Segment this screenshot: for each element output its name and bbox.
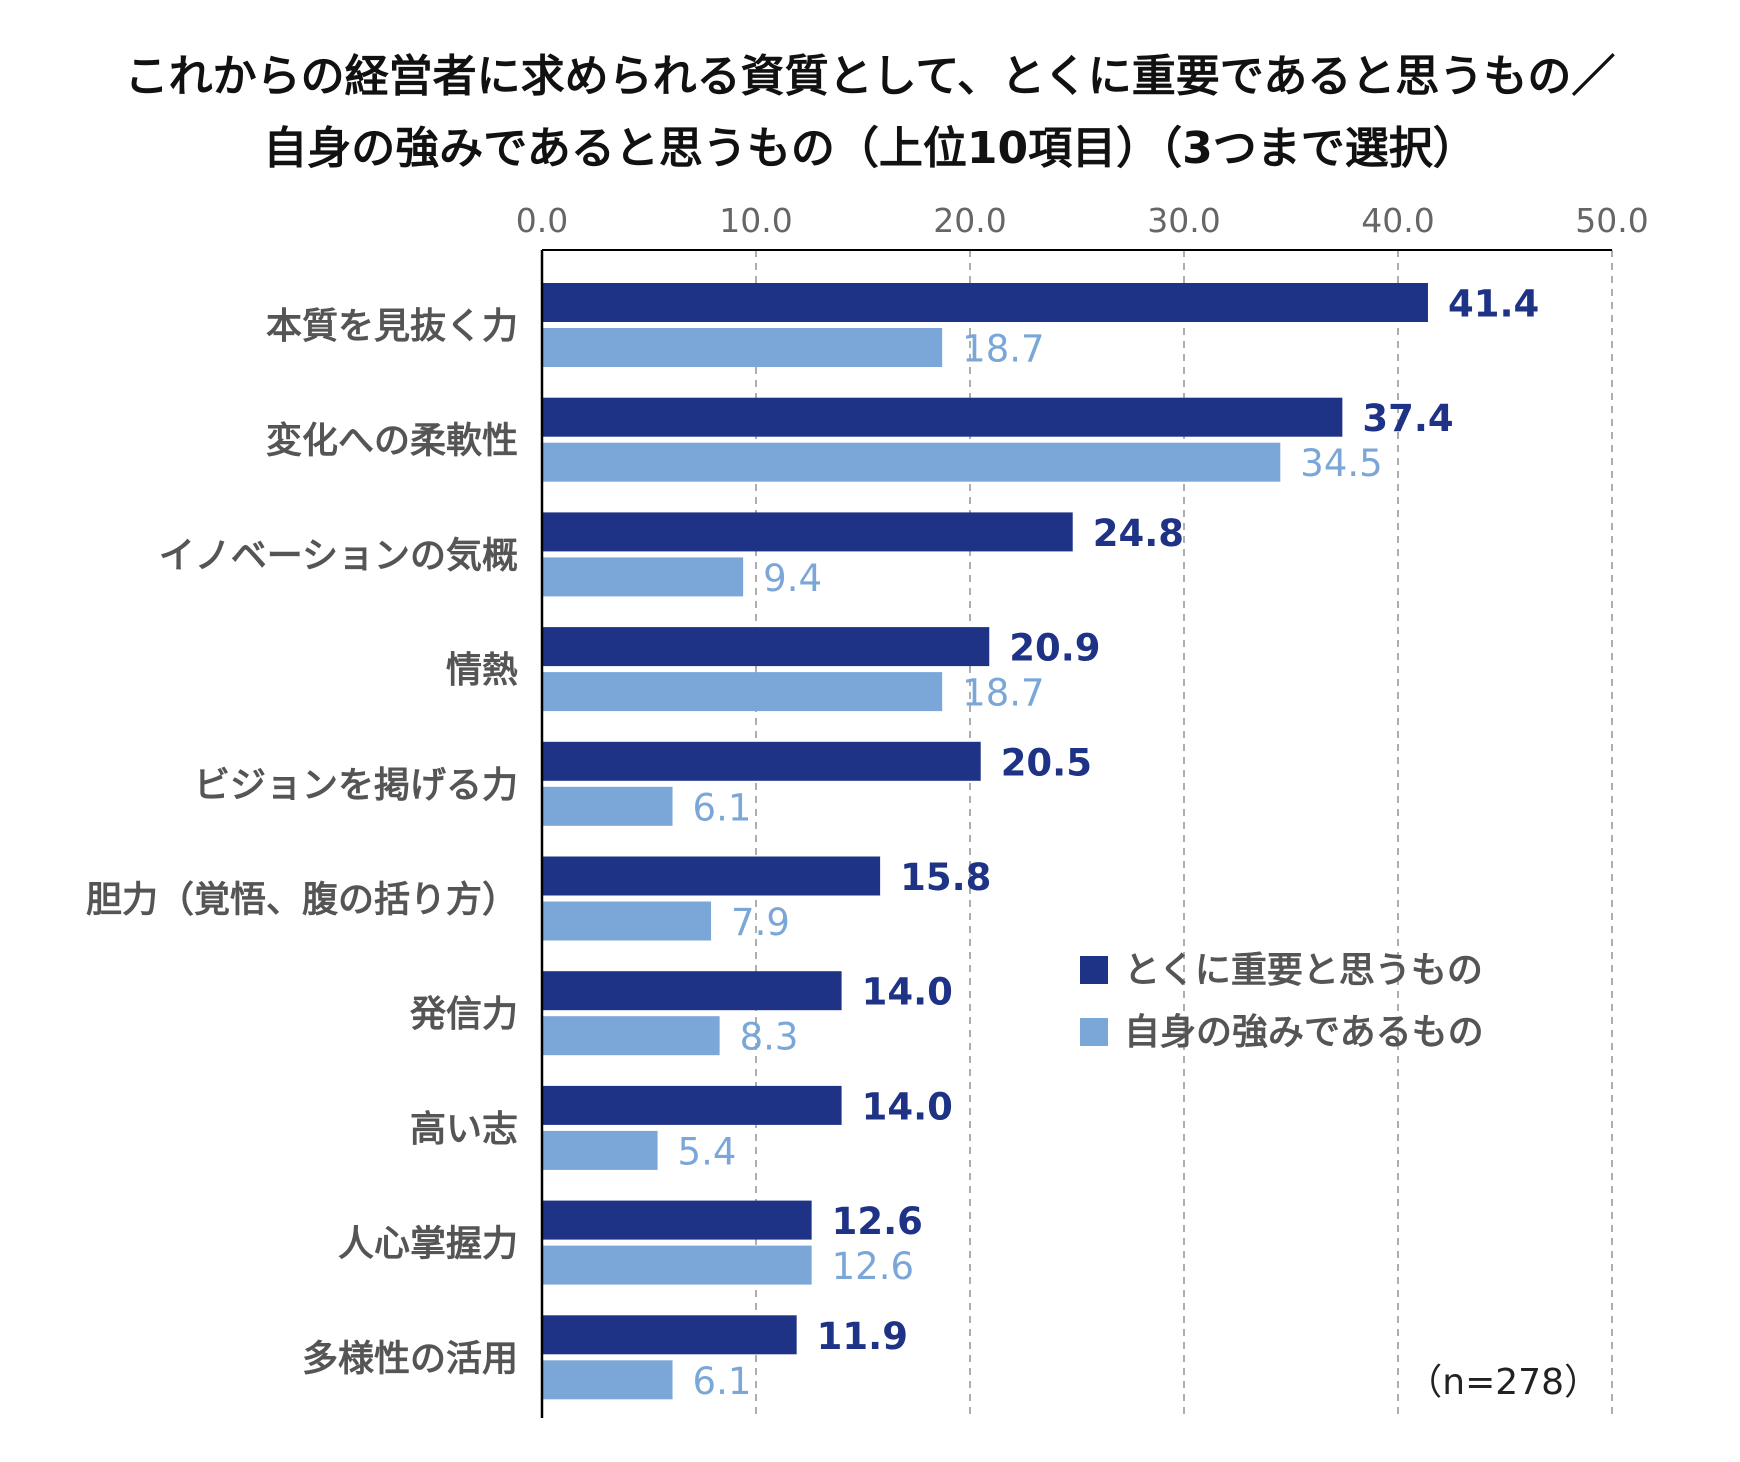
bar-series-1 bbox=[542, 397, 1343, 437]
bar-series-2 bbox=[542, 1360, 673, 1400]
x-tick-label: 50.0 bbox=[1575, 201, 1648, 240]
data-label-series-1: 37.4 bbox=[1362, 397, 1453, 440]
sample-size-note: （n=278） bbox=[1406, 1362, 1600, 1403]
data-label-series-2: 5.4 bbox=[678, 1130, 737, 1173]
bar-series-2 bbox=[542, 786, 673, 826]
legend-label-series-1: とくに重要と思うもの bbox=[1124, 950, 1483, 991]
category-label: 変化への柔軟性 bbox=[266, 420, 518, 462]
data-label-series-2: 18.7 bbox=[962, 328, 1044, 371]
chart-title-line-1: これからの経営者に求められる資質として、とくに重要であると思うもの／ bbox=[124, 51, 1616, 102]
category-label: 高い志 bbox=[410, 1109, 518, 1150]
data-label-series-1: 14.0 bbox=[862, 971, 953, 1014]
legend-label-series-2: 自身の強みであるもの bbox=[1124, 1012, 1484, 1053]
bar-series-2 bbox=[542, 557, 744, 597]
bar-series-1 bbox=[542, 971, 842, 1011]
bar-series-1 bbox=[542, 856, 881, 896]
bar-series-1 bbox=[542, 1315, 797, 1355]
data-label-series-2: 6.1 bbox=[693, 1360, 752, 1403]
bar-series-2 bbox=[542, 1016, 720, 1056]
data-label-series-1: 24.8 bbox=[1093, 512, 1184, 555]
bar-series-2 bbox=[542, 1130, 658, 1170]
data-label-series-1: 12.6 bbox=[832, 1200, 923, 1243]
category-label: イノベーションの気概 bbox=[159, 535, 518, 576]
data-label-series-2: 34.5 bbox=[1300, 442, 1382, 485]
legend-swatch-series-1 bbox=[1080, 956, 1108, 984]
data-label-series-2: 6.1 bbox=[693, 786, 752, 829]
category-label: 発信力 bbox=[410, 994, 518, 1035]
data-label-series-2: 9.4 bbox=[763, 557, 822, 600]
data-label-series-1: 20.9 bbox=[1009, 627, 1100, 670]
bar-series-1 bbox=[542, 283, 1428, 322]
legend: とくに重要と思うもの 自身の強みであるもの bbox=[1080, 950, 1484, 1053]
bar-series-1 bbox=[542, 512, 1073, 552]
category-label: 本質を見抜く力 bbox=[266, 306, 518, 347]
bar-series-2 bbox=[542, 901, 712, 941]
bar-series-1 bbox=[542, 1200, 812, 1240]
bar-series-2 bbox=[542, 672, 943, 712]
chart-title-line-2: 自身の強みであると思うもの（上位10項目）（3つまで選択） bbox=[263, 123, 1477, 174]
x-tick-label: 40.0 bbox=[1361, 201, 1434, 240]
category-label: 多様性の活用 bbox=[302, 1338, 518, 1379]
data-label-series-2: 7.9 bbox=[731, 901, 790, 944]
x-tick-label: 0.0 bbox=[516, 201, 568, 240]
data-label-series-2: 18.7 bbox=[962, 672, 1044, 715]
data-label-series-1: 14.0 bbox=[862, 1085, 953, 1128]
category-label: 情熱 bbox=[446, 650, 518, 691]
category-label: 人心掌握力 bbox=[338, 1224, 518, 1265]
bar-series-2 bbox=[542, 1245, 812, 1285]
data-label-series-2: 8.3 bbox=[740, 1016, 799, 1059]
bar-series-1 bbox=[542, 1085, 842, 1125]
bar-series-2 bbox=[542, 442, 1281, 482]
category-label: ビジョンを掲げる力 bbox=[194, 765, 518, 806]
data-label-series-1: 20.5 bbox=[1001, 741, 1092, 784]
data-label-series-1: 41.4 bbox=[1448, 283, 1539, 326]
category-label: 胆力（覚悟、腹の括り方） bbox=[86, 880, 518, 921]
bar-series-2 bbox=[542, 328, 943, 367]
x-tick-label: 30.0 bbox=[1147, 201, 1220, 240]
x-tick-label: 20.0 bbox=[933, 201, 1006, 240]
data-label-series-1: 11.9 bbox=[817, 1315, 908, 1358]
data-label-series-1: 15.8 bbox=[900, 856, 991, 899]
data-label-series-2: 12.6 bbox=[832, 1245, 914, 1288]
x-tick-label: 10.0 bbox=[719, 201, 792, 240]
bar-series-1 bbox=[542, 627, 990, 667]
legend-swatch-series-2 bbox=[1080, 1018, 1108, 1046]
bar-series-1 bbox=[542, 741, 981, 781]
